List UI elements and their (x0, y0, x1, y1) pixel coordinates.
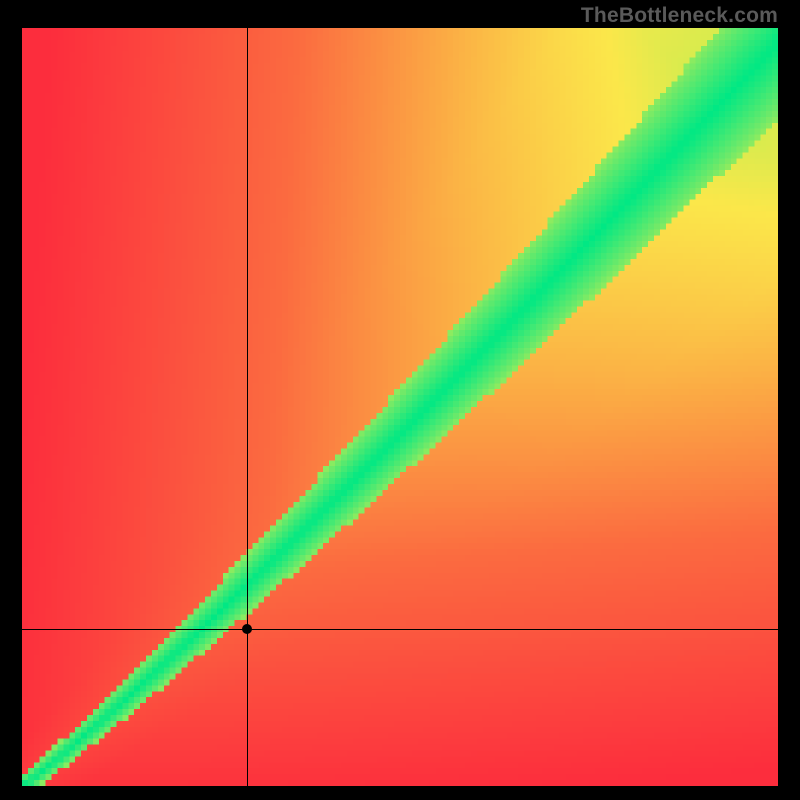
crosshair-vertical (247, 28, 248, 786)
crosshair-marker (242, 624, 252, 634)
watermark-text: TheBottleneck.com (581, 4, 778, 28)
heatmap-plot (22, 28, 778, 786)
heatmap-canvas (22, 28, 778, 786)
crosshair-horizontal (22, 629, 778, 630)
